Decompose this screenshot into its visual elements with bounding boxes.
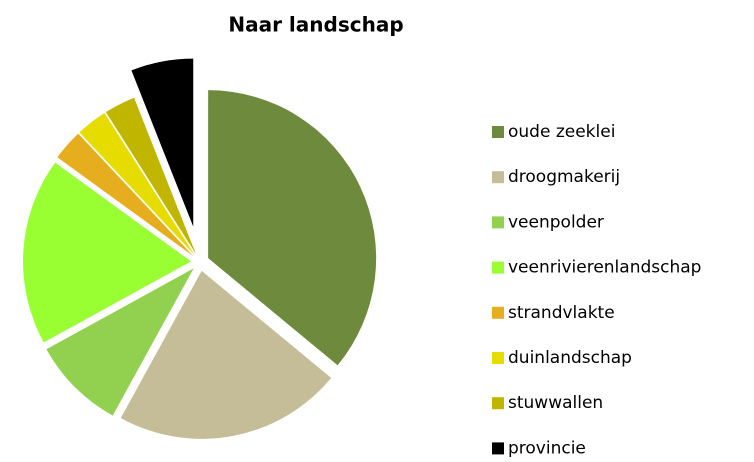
legend-label: strandvlakte (508, 303, 615, 323)
pie-slice (105, 97, 196, 254)
legend-swatch (492, 397, 504, 410)
legend-swatch (492, 126, 504, 138)
legend-label: stuwwallen (508, 393, 603, 413)
pie-slice (23, 162, 192, 343)
legend-swatch (492, 171, 504, 184)
legend-swatch (492, 216, 504, 229)
legend-label: veenpolder (508, 212, 604, 232)
legend-label: veenrivierenlandschap (508, 258, 701, 278)
legend-swatch (492, 261, 504, 274)
chart-title: Naar landschap (228, 13, 403, 37)
legend-label: oude zeeklei (508, 122, 615, 142)
pie-slice (131, 58, 194, 227)
legend-swatch (492, 306, 504, 319)
pie-slice (79, 113, 195, 255)
legend-swatch (492, 352, 504, 364)
pie-slice (46, 268, 194, 416)
legend-label: duinlandschap (508, 348, 632, 368)
pie-slice (57, 133, 194, 257)
legend-label: provincie (508, 438, 586, 458)
pie-slice (208, 90, 377, 366)
pie-slice (120, 270, 332, 439)
legend-label: droogmakerij (508, 167, 620, 187)
legend-swatch (492, 442, 504, 455)
